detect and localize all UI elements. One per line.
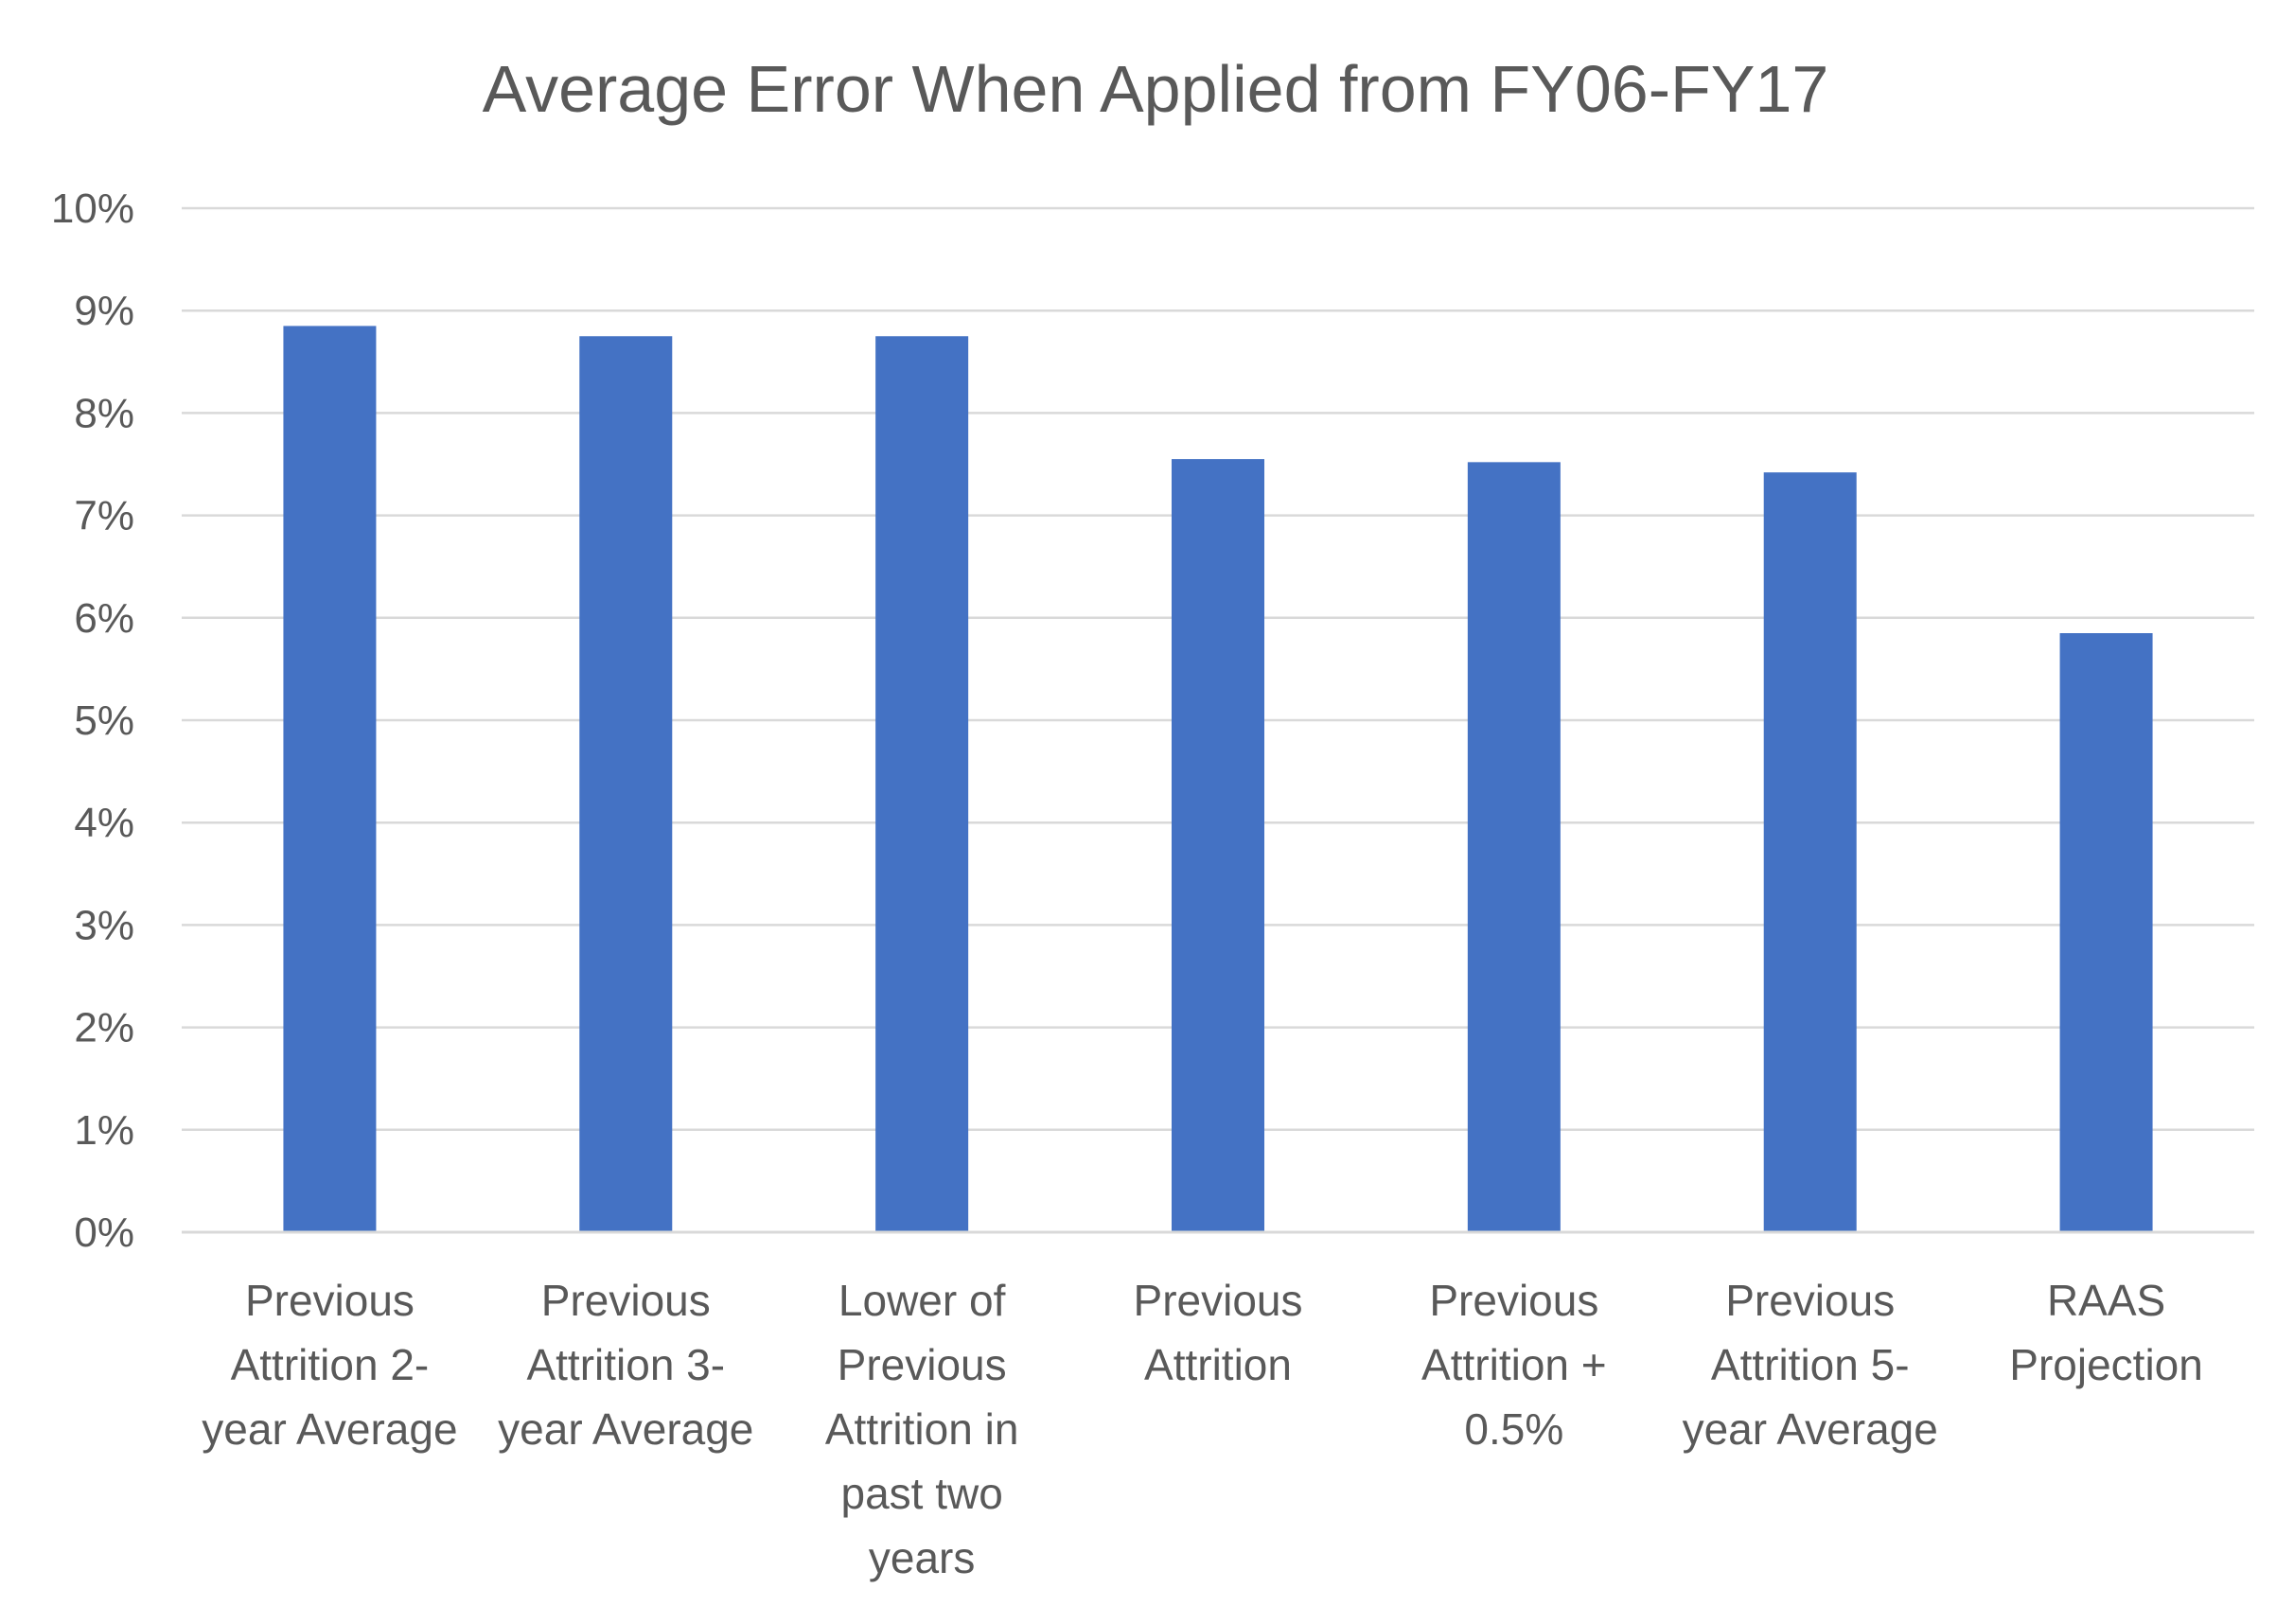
y-axis-tick-labels: 0% 1% 2% 3% 4% 5% 6% 7% 8% 9% 10% bbox=[51, 185, 134, 1256]
x-category-label: Previous Attrition 3-year Average bbox=[498, 1276, 753, 1454]
bar bbox=[1467, 462, 1561, 1232]
y-tick-label: 1% bbox=[74, 1107, 134, 1154]
y-tick-label: 8% bbox=[74, 390, 134, 436]
y-tick-label: 2% bbox=[74, 1005, 134, 1051]
x-category-label: Previous Attrition +0.5% bbox=[1421, 1276, 1607, 1454]
y-tick-label: 6% bbox=[74, 595, 134, 642]
x-category-label: Previous Attrition 5-year Average bbox=[1683, 1276, 1938, 1454]
bar bbox=[579, 336, 673, 1232]
y-tick-label: 7% bbox=[74, 493, 134, 539]
y-tick-label: 9% bbox=[74, 288, 134, 334]
x-category-label: Lower of Previous Attrition in past two year… bbox=[825, 1276, 1019, 1582]
x-axis-category-labels: Previous Attrition 2-year AveragePrevious… bbox=[202, 1276, 2203, 1582]
y-tick-label: 5% bbox=[74, 697, 134, 744]
y-tick-label: 0% bbox=[74, 1209, 134, 1256]
chart-title: Average Error When Applied from FY06-FY1… bbox=[483, 52, 1829, 126]
bar bbox=[283, 326, 377, 1232]
x-category-label: Previous Attrition 2-year Average bbox=[202, 1276, 457, 1454]
x-category-label: Previous Attrition bbox=[1134, 1276, 1303, 1389]
y-tick-label: 4% bbox=[74, 800, 134, 846]
y-tick-label: 10% bbox=[51, 185, 134, 232]
bar bbox=[875, 336, 969, 1232]
x-category-label: RAAS Projection bbox=[2009, 1276, 2203, 1389]
bars bbox=[283, 326, 2153, 1233]
bar bbox=[1763, 472, 1857, 1232]
bar bbox=[1172, 459, 1264, 1233]
bar bbox=[2059, 633, 2153, 1232]
y-tick-label: 3% bbox=[74, 902, 134, 948]
